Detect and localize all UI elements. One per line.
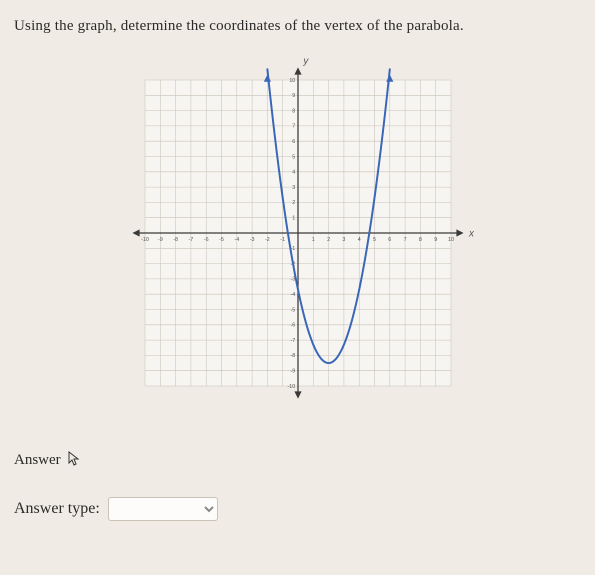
svg-text:8: 8 <box>418 237 421 243</box>
svg-text:6: 6 <box>292 139 295 145</box>
svg-text:2: 2 <box>327 237 330 243</box>
svg-text:y: y <box>302 56 309 67</box>
svg-text:-10: -10 <box>141 237 149 243</box>
svg-text:-7: -7 <box>188 237 193 243</box>
svg-text:3: 3 <box>292 185 295 191</box>
svg-text:-5: -5 <box>219 237 224 243</box>
svg-text:5: 5 <box>292 154 295 160</box>
svg-text:-9: -9 <box>290 369 295 375</box>
svg-text:7: 7 <box>292 124 295 130</box>
parabola-chart: x y -10 -9 -8 -7 -6 -5 -4 -3 -2 -1 1 2 3 4 5 6 7 8 9 10 -10 -9 -… <box>118 53 478 418</box>
svg-text:8: 8 <box>292 108 295 114</box>
answer-label: Answer <box>14 452 61 469</box>
question-text: Using the graph, determine the coordinat… <box>14 18 581 35</box>
svg-text:4: 4 <box>292 170 295 176</box>
svg-text:2: 2 <box>292 200 295 206</box>
svg-text:-8: -8 <box>290 353 295 359</box>
svg-text:-8: -8 <box>173 237 178 243</box>
answer-type-label: Answer type: <box>14 500 100 518</box>
svg-text:-4: -4 <box>290 292 295 298</box>
svg-text:-10: -10 <box>287 384 295 390</box>
svg-text:1: 1 <box>311 237 314 243</box>
svg-text:-7: -7 <box>290 338 295 344</box>
svg-text:-6: -6 <box>290 323 295 329</box>
svg-text:7: 7 <box>403 237 406 243</box>
svg-text:-6: -6 <box>203 237 208 243</box>
svg-text:5: 5 <box>373 237 376 243</box>
svg-text:10: 10 <box>448 237 454 243</box>
answer-type-select[interactable] <box>108 497 218 521</box>
svg-text:x: x <box>468 229 475 240</box>
svg-text:-9: -9 <box>157 237 162 243</box>
svg-text:3: 3 <box>342 237 345 243</box>
svg-text:4: 4 <box>357 237 360 243</box>
svg-text:1: 1 <box>292 216 295 222</box>
svg-text:6: 6 <box>388 237 391 243</box>
cursor-icon <box>68 451 80 467</box>
svg-text:-5: -5 <box>290 307 295 313</box>
svg-text:-2: -2 <box>265 237 270 243</box>
answer-section: Answer <box>14 448 581 469</box>
answer-type-section: Answer type: <box>14 497 581 521</box>
svg-text:10: 10 <box>289 78 295 84</box>
svg-text:9: 9 <box>434 237 437 243</box>
svg-text:-3: -3 <box>249 237 254 243</box>
svg-text:-4: -4 <box>234 237 239 243</box>
svg-text:-1: -1 <box>280 237 285 243</box>
svg-text:9: 9 <box>292 93 295 99</box>
